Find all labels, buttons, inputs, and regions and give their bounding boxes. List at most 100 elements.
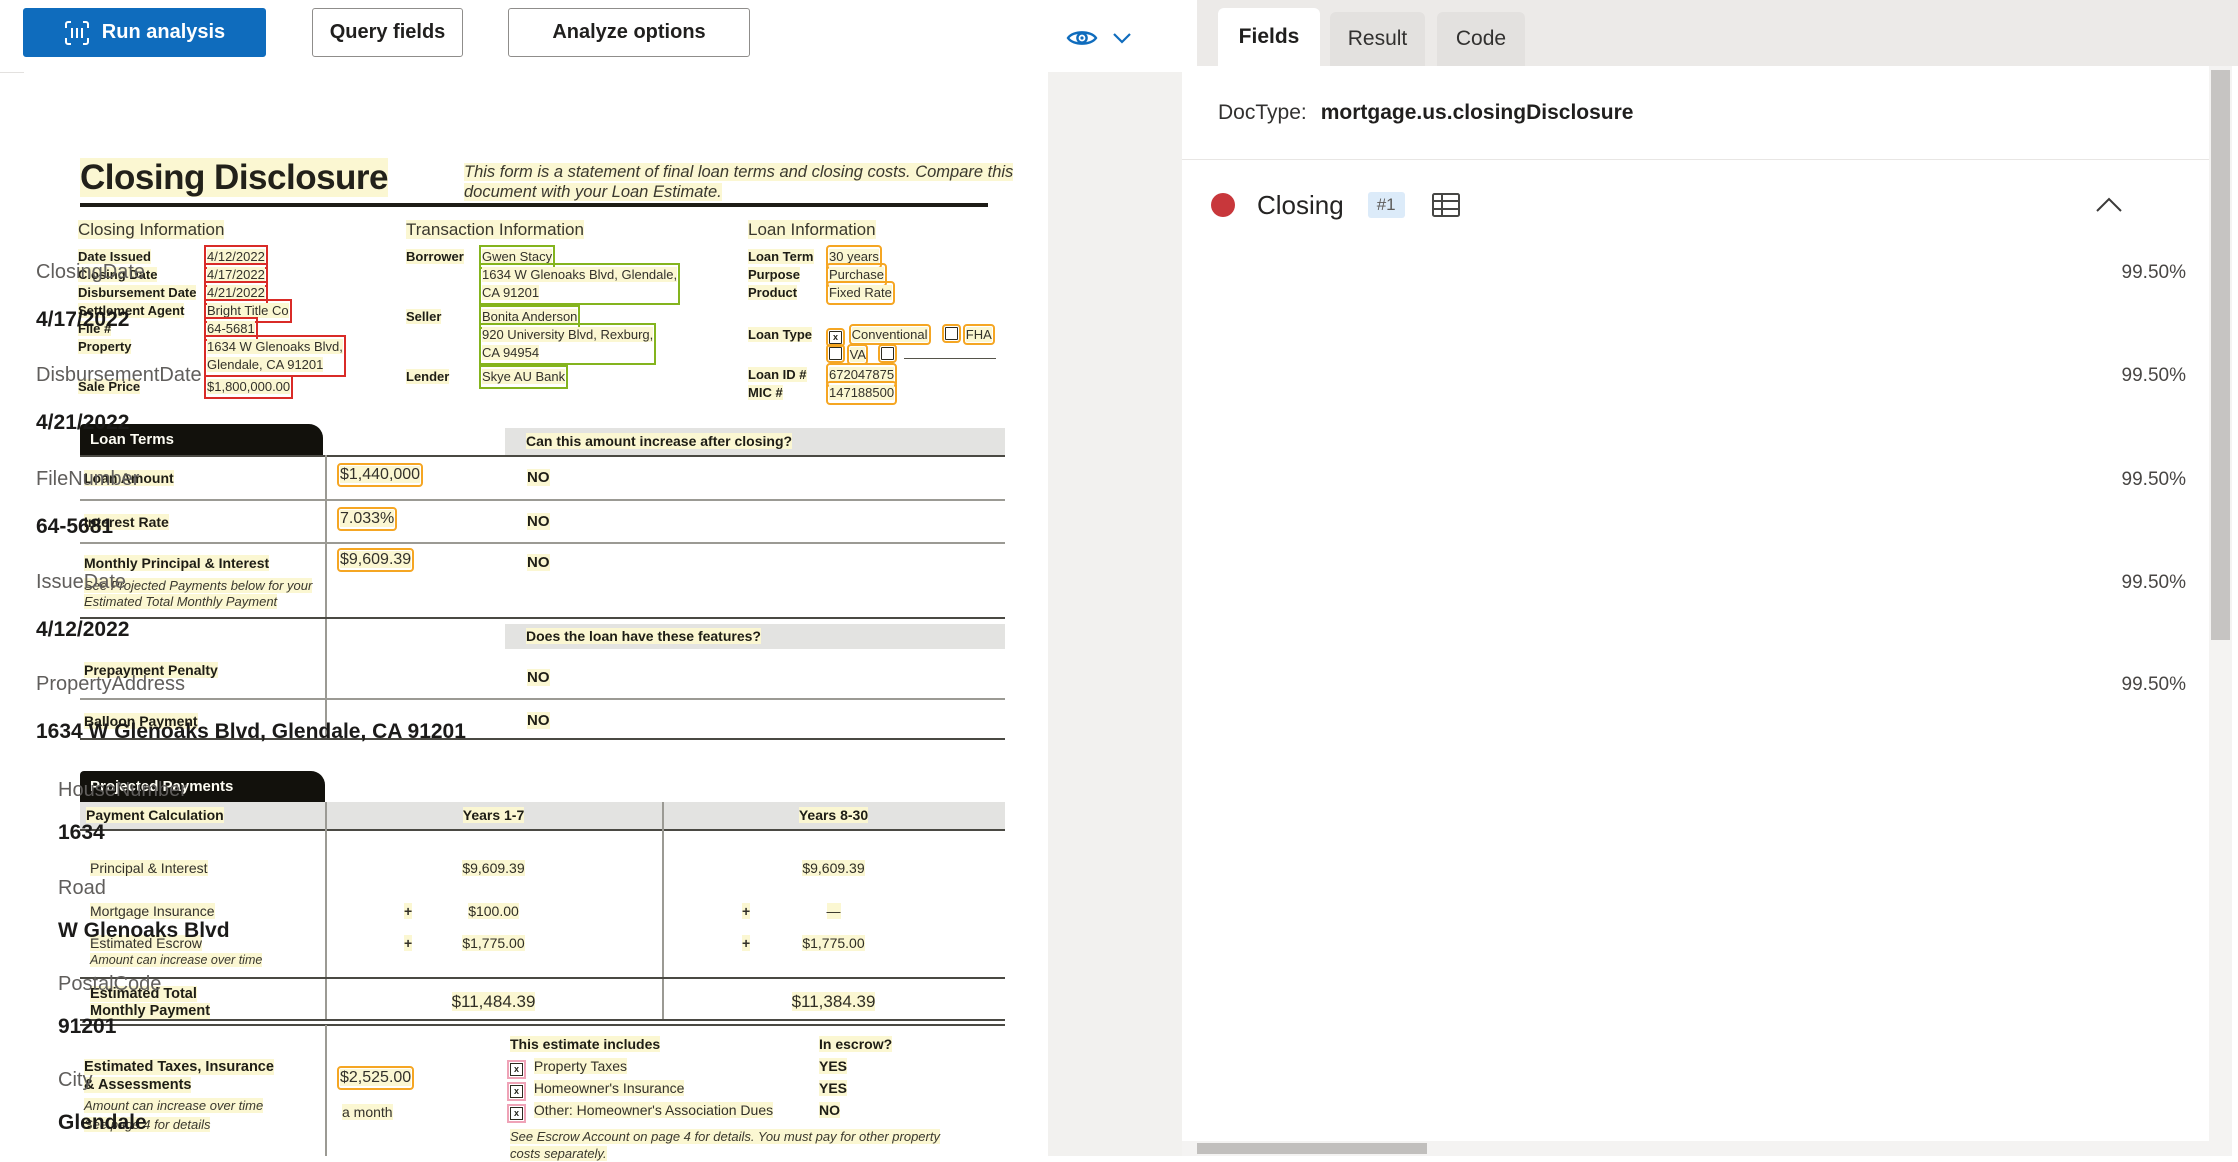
group-index-badge: #1 xyxy=(1367,192,1405,218)
panel-horizontal-scrollbar-track[interactable] xyxy=(1182,1141,2209,1156)
mortgage-insurance-y830: — xyxy=(826,903,841,919)
entity-borrower[interactable]: Gwen Stacy xyxy=(478,245,556,269)
field-row-property-address[interactable]: PropertyAddress 99.50% 1634 W Glenoaks B… xyxy=(36,673,2186,743)
estimate-item-property-taxes: x Property Taxes xyxy=(507,1058,628,1079)
estimated-escrow-label: Estimated Escrow xyxy=(90,935,203,951)
estimate-includes-header: This estimate includes xyxy=(510,1036,661,1052)
field-row-city[interactable]: City Glendale xyxy=(58,1069,147,1134)
panel-horizontal-scrollbar-thumb[interactable] xyxy=(1197,1143,1427,1154)
table-view-icon[interactable] xyxy=(1431,192,1461,218)
analyze-options-button[interactable]: Analyze options xyxy=(508,8,750,57)
eye-icon[interactable] xyxy=(1066,26,1098,50)
entity-loan-id[interactable]: 672047875 xyxy=(825,363,898,387)
entity-purpose[interactable]: Purchase xyxy=(826,263,887,287)
analyze-options-label: Analyze options xyxy=(552,21,706,43)
field-row-file-number[interactable]: FileNumber 99.50% 64-5681 xyxy=(36,468,2186,538)
entity-loan-type-fha[interactable]: FHA xyxy=(962,324,995,345)
transaction-info-header: Transaction Information xyxy=(406,220,584,239)
closing-group-row[interactable]: Closing #1 xyxy=(1182,160,2209,250)
run-analysis-label: Run analysis xyxy=(101,21,226,43)
entity-seller-address[interactable]: 920 University Blvd, Rexburg, CA 94954 xyxy=(478,323,657,365)
entity-loan-type-conventional[interactable]: Conventional xyxy=(848,324,931,345)
interest-rate-answer: NO xyxy=(527,513,550,530)
transaction-info-rows: Borrower Gwen Stacy 1634 W Glenoaks Blvd… xyxy=(406,245,681,389)
entity-seller[interactable]: Bonita Anderson xyxy=(478,305,581,329)
divider xyxy=(80,499,1005,501)
field-row-closing-date[interactable]: ClosingDate 99.50% 4/17/2022 xyxy=(36,261,2186,331)
divider xyxy=(325,802,327,1019)
document-page: Closing Disclosure This form is a statem… xyxy=(24,72,1048,1161)
monthly-pi-note: See Projected Payments below for your Es… xyxy=(84,578,313,609)
tab-result[interactable]: Result xyxy=(1330,12,1425,66)
visibility-toggle[interactable] xyxy=(1066,26,1132,50)
field-row-house-number[interactable]: HouseNumber 1634 xyxy=(58,779,187,844)
entity-property[interactable]: 1634 W Glenoaks Blvd, Glendale, CA 91201 xyxy=(204,335,346,377)
chevron-down-icon[interactable] xyxy=(1112,32,1132,44)
entity-loan-type-va[interactable]: VA xyxy=(846,344,869,365)
estimated-escrow-note: Amount can increase over time xyxy=(90,953,263,967)
doctype-row: DocType: mortgage.us.closingDisclosure xyxy=(1182,66,2209,160)
entity-issue-date[interactable]: 4/12/2022 xyxy=(204,245,268,269)
checkbox-va[interactable] xyxy=(826,344,845,363)
title-rule xyxy=(80,203,988,207)
query-fields-button[interactable]: Query fields xyxy=(312,8,463,57)
scan-icon xyxy=(64,20,90,46)
entity-mic[interactable]: 147188500 xyxy=(825,381,898,405)
entity-disbursement-date[interactable]: 4/21/2022 xyxy=(204,281,268,305)
entity-settlement-agent[interactable]: Bright Title Co xyxy=(204,299,292,323)
prepayment-penalty-answer: NO xyxy=(527,669,550,686)
taxes-per-month: a month xyxy=(342,1104,393,1120)
field-row-disbursement-date[interactable]: DisbursementDate 99.50% 4/21/2022 xyxy=(36,364,2186,434)
plus-sign: + xyxy=(742,903,751,919)
entity-file-number[interactable]: 64-5681 xyxy=(204,317,258,341)
loan-amount-answer: NO xyxy=(527,469,550,486)
entity-interest-rate[interactable]: 7.033% xyxy=(336,507,398,531)
confidence-value: 99.50% xyxy=(2121,365,2186,386)
confidence-value: 99.50% xyxy=(2121,572,2186,593)
entity-sale-price[interactable]: $1,800,000.00 xyxy=(203,375,294,399)
checkbox-other-loan-type[interactable] xyxy=(877,344,897,363)
entity-borrower-address[interactable]: 1634 W Glenoaks Blvd, Glendale, CA 91201 xyxy=(478,263,681,305)
mortgage-insurance-label: Mortgage Insurance xyxy=(90,903,215,919)
principal-interest-y830: $9,609.39 xyxy=(802,860,865,876)
run-analysis-button[interactable]: Run analysis xyxy=(23,8,266,57)
loan-type-blank-line xyxy=(903,346,996,359)
tab-code[interactable]: Code xyxy=(1437,12,1525,66)
entity-product[interactable]: Fixed Rate xyxy=(826,281,895,305)
loan-type-line-1: x Conventional FHA xyxy=(826,324,995,347)
divider xyxy=(80,1024,1005,1026)
panel-vertical-scrollbar-thumb[interactable] xyxy=(2211,70,2230,640)
checkbox-other-dues[interactable]: x xyxy=(507,1104,526,1123)
doc-title: Closing Disclosure xyxy=(80,158,389,197)
entity-loan-term[interactable]: 30 years xyxy=(826,245,882,269)
tab-fields[interactable]: Fields xyxy=(1218,8,1320,66)
checkbox-fha[interactable] xyxy=(942,324,962,343)
estimate-item-homeowners-insurance: x Homeowner's Insurance xyxy=(507,1080,685,1101)
in-escrow-header: In escrow? xyxy=(819,1036,893,1052)
checkbox-homeowners-insurance[interactable]: x xyxy=(507,1082,526,1101)
field-row-road[interactable]: Road W Glenoaks Blvd xyxy=(58,877,230,942)
entity-taxes-amount[interactable]: $2,525.00 xyxy=(336,1066,415,1090)
loan-terms-question-2: Does the loan have these features? xyxy=(505,624,1005,649)
other-dues-escrow: NO xyxy=(819,1102,840,1118)
confidence-value: 99.50% xyxy=(2121,262,2186,283)
confidence-value: 99.50% xyxy=(2121,469,2186,490)
divider xyxy=(80,617,1005,619)
estimated-escrow-y17: $1,775.00 xyxy=(462,935,525,951)
taxes-note-1: Amount can increase over time xyxy=(84,1098,264,1113)
collapse-chevron-up-icon[interactable] xyxy=(2095,197,2123,213)
checkbox-property-taxes[interactable]: x xyxy=(507,1060,526,1079)
entity-lender[interactable]: Skye AU Bank xyxy=(478,365,569,389)
entity-monthly-pi[interactable]: $9,609.39 xyxy=(336,548,415,572)
group-color-dot xyxy=(1211,193,1235,217)
entity-loan-amount[interactable]: $1,440,000 xyxy=(336,463,424,487)
confidence-value: 99.50% xyxy=(2121,674,2186,695)
divider xyxy=(80,698,1005,700)
field-row-issue-date[interactable]: IssueDate 99.50% 4/12/2022 xyxy=(36,571,2186,641)
principal-interest-label: Principal & Interest xyxy=(90,860,208,876)
entity-closing-date[interactable]: 4/17/2022 xyxy=(204,263,268,287)
divider xyxy=(80,738,1005,740)
plus-sign: + xyxy=(404,903,413,919)
field-row-postal-code[interactable]: PostalCode 91201 xyxy=(58,973,162,1038)
loan-terms-header: Loan Terms xyxy=(80,424,323,455)
